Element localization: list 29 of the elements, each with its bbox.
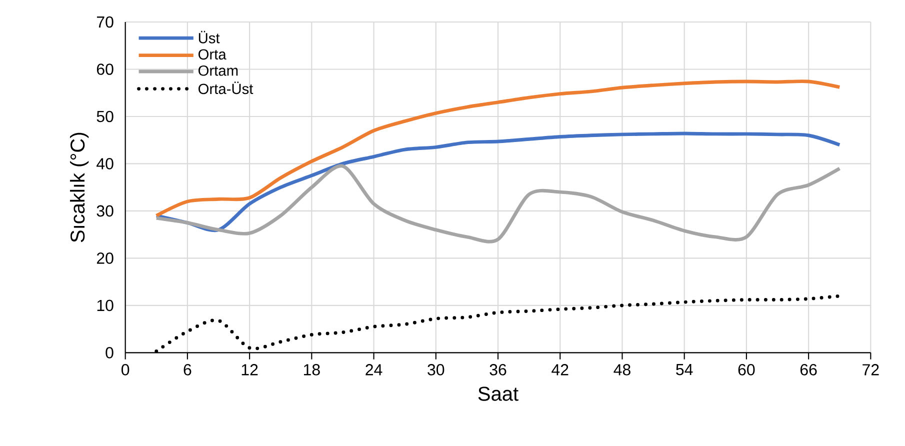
legend-label: Üst xyxy=(198,30,220,44)
x-tick-label: 24 xyxy=(366,364,382,376)
x-tick-label: 42 xyxy=(552,364,568,376)
y-tick-label: 60 xyxy=(96,64,114,75)
legend-label: Ortam xyxy=(198,65,238,76)
x-tick-label: 60 xyxy=(738,364,755,376)
y-axis-title: Sıcaklık (°C) xyxy=(70,132,89,242)
line-series xyxy=(154,80,842,218)
x-axis-title: Saat xyxy=(478,386,518,401)
x-tick-label: 72 xyxy=(862,364,879,376)
y-tick-label: 40 xyxy=(96,158,114,170)
x-tick-label: 54 xyxy=(676,364,693,376)
x-tick-label: 0 xyxy=(122,364,130,376)
y-tick-label: 0 xyxy=(106,347,114,358)
y-tick-label: 50 xyxy=(96,110,114,122)
x-tick-label: 18 xyxy=(304,364,320,376)
x-tick-label: 30 xyxy=(428,364,444,376)
x-tick-label: 12 xyxy=(242,364,258,376)
legend-label: Orta-Üst xyxy=(198,82,254,94)
y-tick-label: 70 xyxy=(96,16,114,28)
x-tick-label: 48 xyxy=(614,364,630,376)
y-tick-label: 20 xyxy=(96,252,114,264)
x-tick-label: 36 xyxy=(490,364,506,376)
legend-label: Orta xyxy=(198,49,226,60)
y-tick-label: 10 xyxy=(97,300,114,312)
y-tick-label: 30 xyxy=(96,205,114,217)
x-tick-label: 6 xyxy=(184,364,192,376)
x-tick-label: 66 xyxy=(800,364,817,376)
line-series xyxy=(154,132,842,232)
